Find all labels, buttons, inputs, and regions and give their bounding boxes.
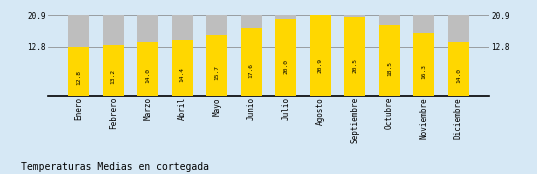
Bar (275, 19, 296, 96)
Bar (379, 25, 400, 96)
Bar (172, 15, 193, 96)
Bar (68, 15, 89, 96)
Bar (241, 28, 262, 96)
Bar (448, 15, 469, 96)
Text: 20.9: 20.9 (318, 58, 323, 73)
Bar (137, 42, 158, 96)
Bar (310, 15, 331, 96)
Text: 17.6: 17.6 (249, 62, 254, 77)
Bar (172, 40, 193, 96)
Text: 20.5: 20.5 (352, 58, 357, 73)
Text: 14.4: 14.4 (180, 67, 185, 82)
Text: 20.0: 20.0 (283, 59, 288, 74)
Text: 14.0: 14.0 (145, 68, 150, 83)
Bar (206, 15, 227, 96)
Bar (68, 46, 89, 96)
Text: 14.0: 14.0 (456, 68, 461, 83)
Bar (413, 15, 434, 96)
Bar (413, 33, 434, 96)
Text: 18.5: 18.5 (387, 61, 392, 76)
Text: 12.8: 12.8 (76, 69, 81, 85)
Bar (103, 15, 124, 96)
Text: 16.3: 16.3 (422, 64, 426, 79)
Bar (275, 15, 296, 96)
Text: 15.7: 15.7 (214, 65, 219, 80)
Bar (137, 15, 158, 96)
Bar (103, 45, 124, 96)
Bar (206, 35, 227, 96)
Text: Temperaturas Medias en cortegada: Temperaturas Medias en cortegada (21, 162, 209, 172)
Bar (310, 15, 331, 96)
Bar (379, 15, 400, 96)
Bar (344, 15, 365, 96)
Bar (448, 42, 469, 96)
Bar (344, 17, 365, 96)
Bar (241, 15, 262, 96)
Text: 13.2: 13.2 (111, 69, 115, 84)
